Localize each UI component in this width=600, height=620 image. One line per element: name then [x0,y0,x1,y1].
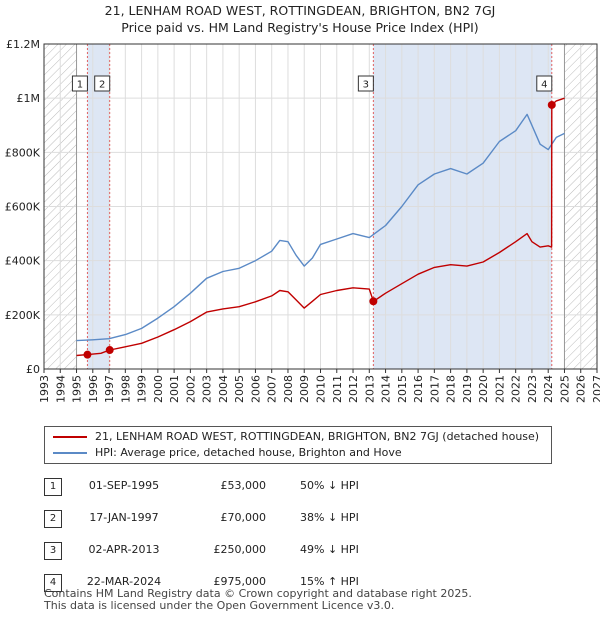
x-tick-label: 2022 [510,375,523,403]
table-row: 4 22-MAR-2024 £975,000 15% ↑ HPI [44,568,404,600]
sale-price: £70,000 [220,511,267,524]
sale-label-number: 4 [541,80,547,91]
sale-hpi-diff: 49% ↓ HPI [300,543,359,556]
chart-title: 21, LENHAM ROAD WEST, ROTTINGDEAN, BRIGH… [0,2,600,36]
x-tick-label: 2009 [298,375,311,403]
x-tick-label: 1996 [87,375,100,403]
sale-hpi-diff: 15% ↑ HPI [300,575,359,588]
sale-date: 22-MAR-2024 [86,575,162,588]
sale-hpi-diff: 38% ↓ HPI [300,511,359,524]
sale-date: 02-APR-2013 [88,543,160,556]
x-tick-label: 2024 [542,375,555,403]
sale-date: 17-JAN-1997 [89,511,159,524]
x-tick-label: 2007 [266,375,279,403]
title-subtitle: Price paid vs. HM Land Registry's House … [121,20,479,35]
legend-item-hpi: HPI: Average price, detached house, Brig… [53,445,402,461]
x-tick-label: 2019 [461,375,474,403]
x-tick-label: 2003 [201,375,214,403]
sale-price: £250,000 [213,543,267,556]
x-tick-label: 1994 [54,375,67,403]
x-tick-label: 2016 [412,375,425,403]
x-tick-label: 2013 [363,375,376,403]
legend-item-property: 21, LENHAM ROAD WEST, ROTTINGDEAN, BRIGH… [53,429,539,445]
footer-copyright: Contains HM Land Registry data © Crown c… [44,587,472,600]
x-tick-label: 2021 [493,375,506,403]
x-tick-label: 2026 [575,375,588,403]
x-tick-label: 1998 [119,375,132,403]
sale-point [105,346,114,355]
y-tick-label: £1M [17,92,41,105]
legend-swatch-property [53,436,87,438]
x-tick-label: 2006 [249,375,262,403]
x-tick-label: 2002 [184,375,197,403]
legend: 21, LENHAM ROAD WEST, ROTTINGDEAN, BRIGH… [44,426,552,464]
y-tick-label: £400K [5,255,41,268]
sale-number: 2 [44,510,62,528]
x-tick-label: 2017 [428,375,441,403]
x-tick-label: 2008 [282,375,295,403]
y-tick-label: £0 [26,363,40,376]
x-tick-label: 2018 [445,375,458,403]
legend-swatch-hpi [53,452,87,454]
x-tick-label: 2005 [233,375,246,403]
y-tick-label: £800K [5,146,41,159]
sale-label-box [71,75,88,92]
x-tick-label: 1999 [136,375,149,403]
sale-label-box [94,75,111,92]
x-tick-label: 2015 [396,375,409,403]
x-tick-label: 1995 [71,375,84,403]
sale-number: 1 [44,478,62,496]
table-row: 3 02-APR-2013 £250,000 49% ↓ HPI [44,536,404,568]
x-tick-label: 2004 [217,375,230,403]
sale-number: 4 [44,574,62,592]
y-tick-label: £1.2M [6,38,40,51]
x-tick-label: 2011 [331,375,344,403]
legend-label-property: 21, LENHAM ROAD WEST, ROTTINGDEAN, BRIGH… [95,430,540,443]
sale-label-box [357,75,374,92]
x-tick-label: 2023 [526,375,539,403]
property-price-line [76,97,565,357]
legend-label-hpi: HPI: Average price, detached house, Brig… [95,446,402,459]
sale-price: £975,000 [213,575,267,588]
table-row: 2 17-JAN-1997 £70,000 38% ↓ HPI [44,504,404,536]
sale-label-number: 2 [99,80,105,91]
x-tick-label: 2014 [380,375,393,403]
sale-label-number: 1 [77,80,83,91]
x-tick-label: 2010 [315,375,328,403]
sale-hpi-diff: 50% ↓ HPI [300,479,359,492]
x-tick-label: 2020 [477,375,490,403]
sale-price: £53,000 [220,479,267,492]
x-tick-label: 2001 [168,375,181,403]
footer-licence: This data is licensed under the Open Gov… [44,599,395,612]
hpi-line [76,113,565,342]
x-tick-label: 2027 [591,375,600,403]
sale-number: 3 [44,542,62,560]
y-tick-label: £200K [5,309,41,322]
footer: Contains HM Land Registry data © Crown c… [44,588,564,612]
x-tick-label: 2025 [558,375,571,403]
x-tick-label: 2000 [152,375,165,403]
title-address: 21, LENHAM ROAD WEST, ROTTINGDEAN, BRIGH… [104,3,496,18]
table-row: 1 01-SEP-1995 £53,000 50% ↓ HPI [44,472,404,504]
sale-point [83,350,92,359]
sale-label-number: 3 [363,80,369,91]
y-tick-label: £600K [5,201,41,214]
sales-table: 1 01-SEP-1995 £53,000 50% ↓ HPI 2 17-JAN… [44,472,404,600]
sale-label-box [536,75,553,92]
sale-point [369,297,378,306]
x-tick-label: 1993 [38,375,51,403]
x-tick-label: 1997 [103,375,116,403]
sale-date: 01-SEP-1995 [88,479,160,492]
x-tick-label: 2012 [347,375,360,403]
sale-point [547,100,556,109]
